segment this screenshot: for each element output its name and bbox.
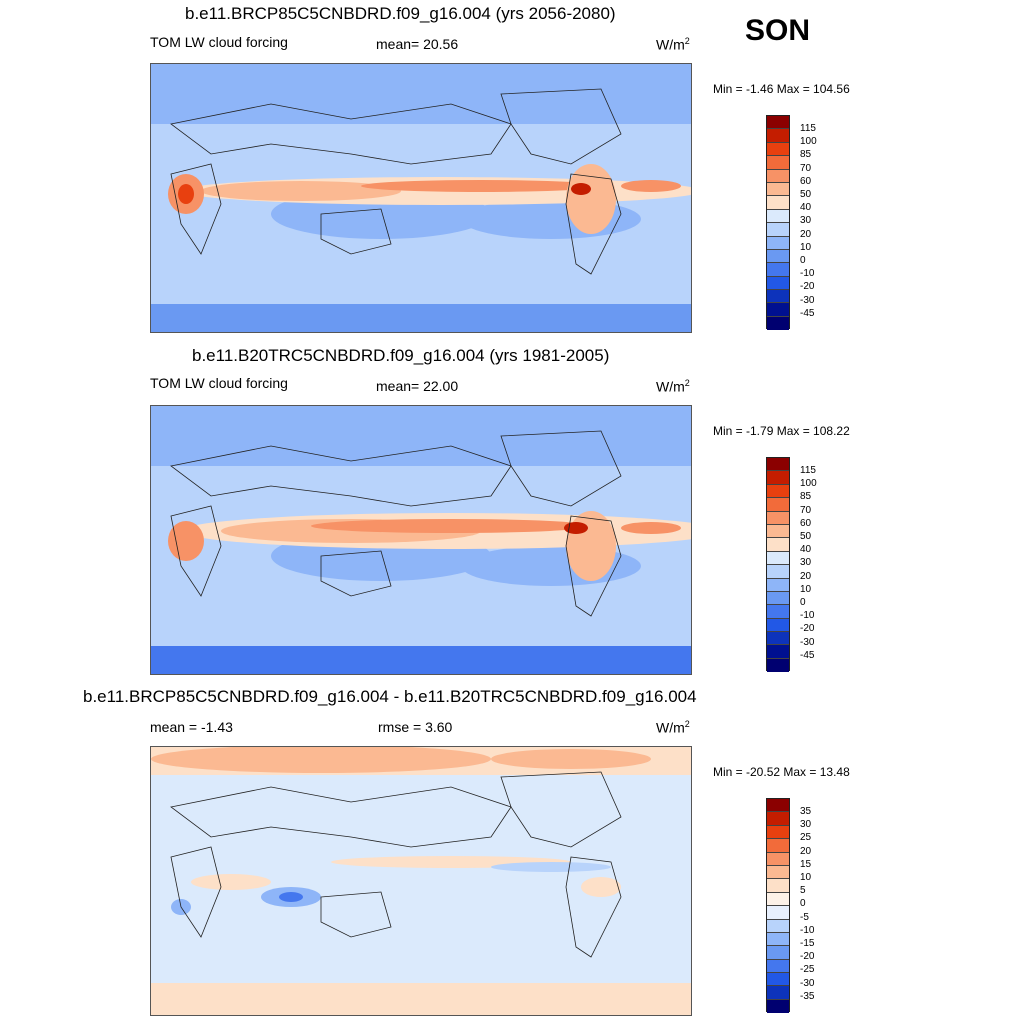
panel-3-colorbar-labels: 35 30 25 20 15 10 5 0 -5 -10 -15 -20 -25 -30 -35 xyxy=(800,805,814,1003)
panel-3-title: b.e11.BRCP85C5CNBDRD.f09_g16.004 - b.e11… xyxy=(83,687,697,706)
colorbar-tick: -15 xyxy=(800,938,815,950)
colorbar-tick: 115 xyxy=(800,465,816,476)
panel-1-map xyxy=(150,63,692,333)
colorbar-tick: 20 xyxy=(800,845,812,857)
panel-1-colorbar-labels: 115 100 85 70 60 50 40 30 20 10 0 -10 -20 -30 -45 xyxy=(800,122,817,320)
colorbar-tick: 0 xyxy=(800,898,806,910)
panel-2-field-label: TOM LW cloud forcing xyxy=(150,375,288,391)
colorbar-tick: -10 xyxy=(800,610,815,622)
colorbar-tick: 25 xyxy=(800,832,812,844)
panel-2-map xyxy=(150,405,692,675)
colorbar-tick: -30 xyxy=(800,294,815,306)
colorbar-tick: 50 xyxy=(800,531,812,543)
colorbar-tick: 85 xyxy=(800,149,812,161)
colorbar-tick: -20 xyxy=(800,951,815,963)
colorbar-tick: 0 xyxy=(800,597,806,609)
colorbar-tick: 30 xyxy=(800,215,812,227)
panel-1-mean-label: mean= 20.56 xyxy=(376,36,459,52)
panel-2-minmax: Min = -1.79 Max = 108.22 xyxy=(713,424,850,438)
panel-1-title: b.e11.BRCP85C5CNBDRD.f09_g16.004 (yrs 20… xyxy=(185,4,616,23)
colorbar-tick: -45 xyxy=(800,307,815,319)
colorbar-tick: 5 xyxy=(800,885,806,897)
panel-2-mean-label: mean= 22.00 xyxy=(376,378,459,394)
panel-2-colorbar xyxy=(766,457,790,673)
panel-2-title: b.e11.B20TRC5CNBDRD.f09_g16.004 (yrs 198… xyxy=(192,346,610,365)
colorbar-tick: 10 xyxy=(800,583,812,595)
colorbar-tick: -20 xyxy=(800,623,815,635)
panel-1-minmax: Min = -1.46 Max = 104.56 xyxy=(713,82,850,96)
colorbar-tick: 70 xyxy=(800,162,812,174)
panel-3-rmse-label: rmse = 3.60 xyxy=(378,719,453,735)
colorbar-tick: 20 xyxy=(800,228,812,240)
colorbar-tick: -20 xyxy=(800,281,815,293)
colorbar-tick: 20 xyxy=(800,570,812,582)
colorbar-tick: -30 xyxy=(800,977,815,989)
colorbar-tick: 115 xyxy=(800,123,816,134)
colorbar-tick: 50 xyxy=(800,189,812,201)
colorbar-tick: 100 xyxy=(800,136,817,148)
panel-2-colorbar-labels: 115 100 85 70 60 50 40 30 20 10 0 -10 -20 -30 -45 xyxy=(800,464,817,662)
panel-1-units: W/m2 xyxy=(656,36,690,53)
colorbar-tick: 35 xyxy=(800,806,812,817)
colorbar-tick: -10 xyxy=(800,924,815,936)
panel-3-units: W/m2 xyxy=(656,719,690,736)
panel-3-minmax: Min = -20.52 Max = 13.48 xyxy=(713,765,850,779)
colorbar-tick: -5 xyxy=(800,911,809,923)
colorbar-tick: 70 xyxy=(800,504,812,516)
colorbar-tick: 30 xyxy=(800,819,812,831)
colorbar-tick: 0 xyxy=(800,255,806,267)
panel-1-colorbar xyxy=(766,115,790,331)
panel-3-mean-label: mean = -1.43 xyxy=(150,719,233,735)
colorbar-tick: 30 xyxy=(800,557,812,569)
colorbar-tick: 40 xyxy=(800,202,812,214)
colorbar-tick: -35 xyxy=(800,990,815,1002)
colorbar-tick: 10 xyxy=(800,241,812,253)
panel-1-field-label: TOM LW cloud forcing xyxy=(150,34,288,50)
colorbar-tick: -25 xyxy=(800,964,815,976)
season-label: SON xyxy=(745,14,811,47)
colorbar-tick: 60 xyxy=(800,517,812,529)
colorbar-tick: 40 xyxy=(800,544,812,556)
colorbar-tick: -45 xyxy=(800,649,815,661)
colorbar-tick: -10 xyxy=(800,268,815,280)
panel-3-map xyxy=(150,746,692,1016)
panel-3-colorbar xyxy=(766,798,790,1014)
colorbar-tick: 60 xyxy=(800,175,812,187)
panel-2-units: W/m2 xyxy=(656,378,690,395)
colorbar-tick: 100 xyxy=(800,478,817,490)
colorbar-tick: 10 xyxy=(800,872,812,884)
colorbar-tick: 15 xyxy=(800,858,812,870)
colorbar-tick: -30 xyxy=(800,636,815,648)
colorbar-tick: 85 xyxy=(800,491,812,503)
